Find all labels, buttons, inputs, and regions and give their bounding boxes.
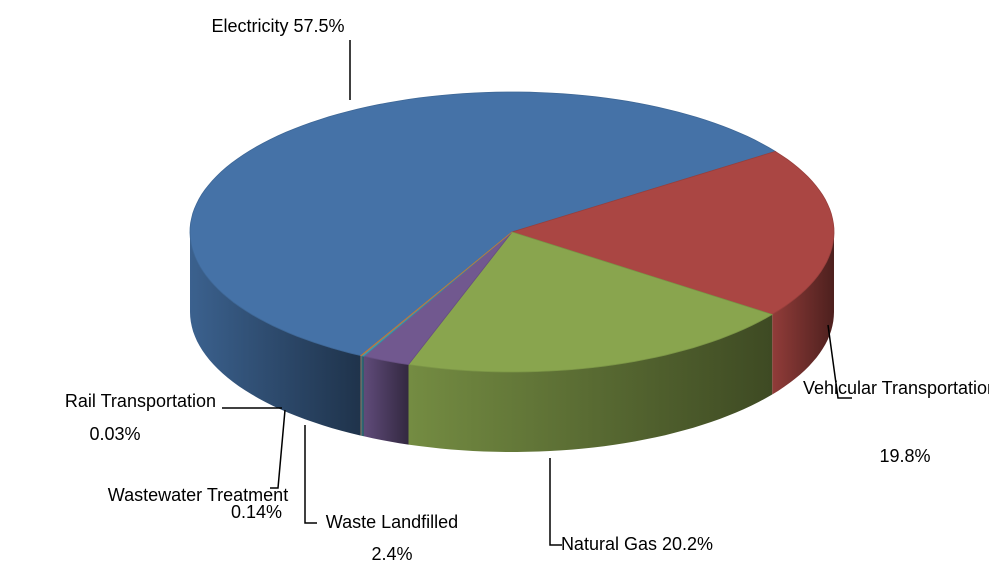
category-label: Electricity: [211, 16, 288, 36]
data-label: Natural Gas 20.2%: [561, 534, 713, 554]
leader-line: [827, 324, 852, 399]
slice-side: [190, 232, 361, 436]
slice: [363, 231, 513, 366]
slice-side: [360, 355, 362, 436]
leader-line: [549, 458, 562, 546]
slice-side: [772, 232, 834, 395]
leader-line: [304, 425, 317, 524]
category-label: Rail Transportation: [65, 391, 216, 411]
slice-side: [363, 356, 409, 445]
value-label: 20.2%: [662, 534, 713, 554]
pie: [189, 91, 835, 452]
data-label: Wastewater Treatment: [108, 485, 288, 505]
leader-lines: [222, 40, 852, 546]
category-label: Waste Landfilled: [326, 512, 458, 532]
value-label: 0.14%: [231, 502, 282, 522]
slice-side: [408, 314, 773, 452]
value-label: 2.4%: [371, 544, 412, 564]
value-label: 57.5%: [293, 16, 344, 36]
slice: [189, 91, 777, 357]
slice: [510, 150, 835, 315]
slice: [359, 231, 513, 357]
value-label: 19.8%: [879, 446, 930, 466]
slice-side: [361, 355, 364, 437]
category-label: Vehicular Transportation: [803, 378, 989, 398]
data-label: Electricity 57.5%: [211, 16, 344, 36]
category-label: Wastewater Treatment: [108, 485, 288, 505]
slice: [407, 231, 774, 373]
leader-line: [270, 409, 286, 489]
category-label: Natural Gas: [561, 534, 657, 554]
value-label: 0.03%: [89, 424, 140, 444]
pie-sides: [190, 232, 834, 452]
